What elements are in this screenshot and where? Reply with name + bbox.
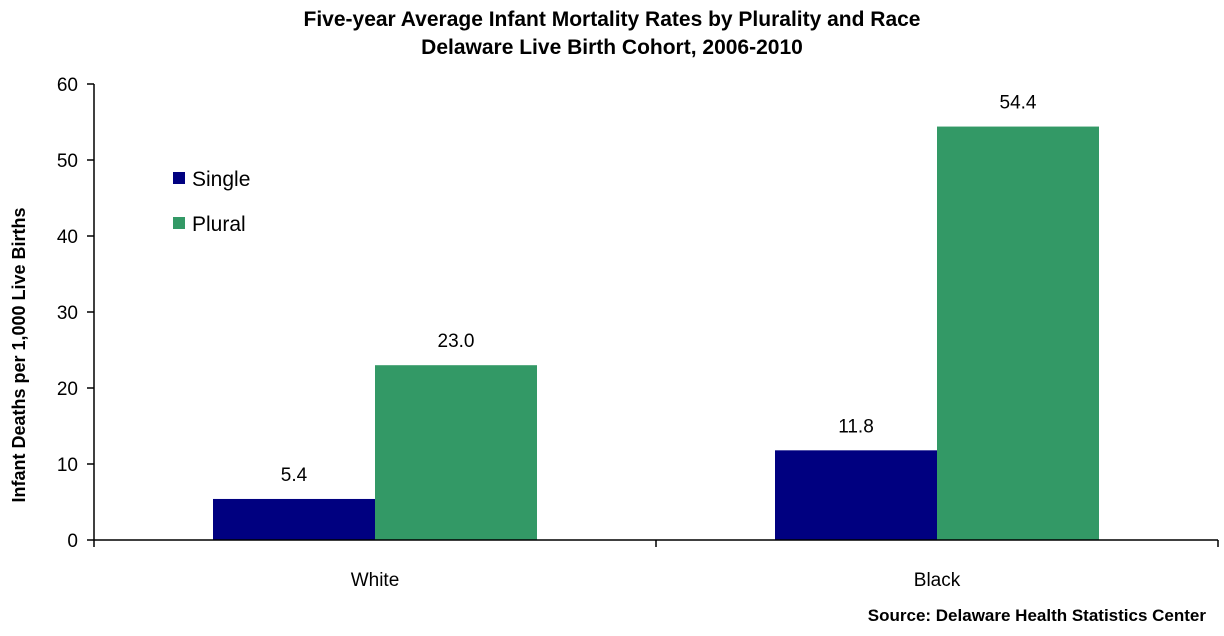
x-category-label: White [351,570,400,591]
y-tick-label: 20 [57,379,78,400]
x-category-label: Black [914,570,961,591]
legend: Single Plural [173,168,250,236]
bar-black-plural [937,126,1099,540]
y-tick-label: 0 [67,531,78,552]
y-tick-label: 60 [57,75,78,96]
x-categories-layer: White Black [351,570,961,591]
data-label-black-plural: 54.4 [1000,93,1037,114]
y-tick-label: 50 [57,151,78,172]
y-tick-label: 30 [57,303,78,324]
data-label-black-single: 11.8 [838,416,874,437]
legend-label-single: Single [192,168,250,191]
chart-title: Five-year Average Infant Mortality Rates… [303,8,921,31]
plot-area: 0 10 20 30 40 50 60 White Black 5.4 23.0 11.8 54.4… [9,75,1219,591]
data-labels-layer: 5.4 23.0 11.8 54.4 [281,93,1037,486]
data-label-white-single: 5.4 [281,465,308,486]
bar-white-single [213,498,375,540]
y-tick-label: 40 [57,227,78,248]
y-axis-label: Infant Deaths per 1,000 Live Births [9,207,29,502]
y-ticks-layer: 0 10 20 30 40 50 60 [57,75,94,552]
legend-label-plural: Plural [192,213,246,236]
legend-swatch-single [173,172,185,184]
chart-subtitle: Delaware Live Birth Cohort, 2006-2010 [421,36,803,59]
bar-white-plural [375,365,537,540]
data-label-white-plural: 23.0 [438,331,475,352]
bar-black-single [775,450,937,540]
bars-layer [213,126,1099,540]
y-tick-label: 10 [57,455,78,476]
source-note: Source: Delaware Health Statistics Cente… [867,606,1206,625]
legend-swatch-plural [173,217,185,229]
